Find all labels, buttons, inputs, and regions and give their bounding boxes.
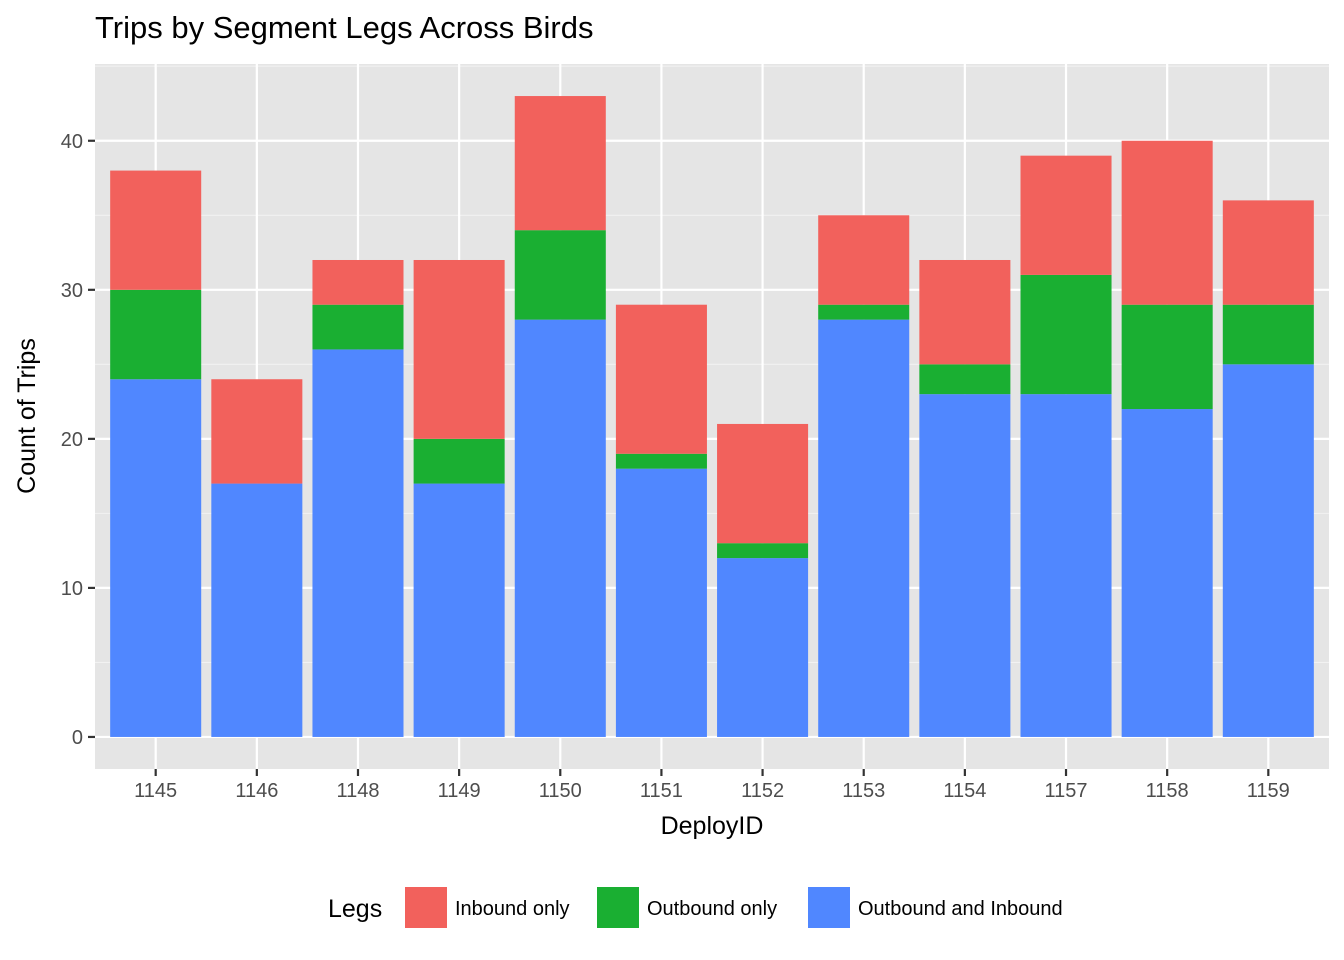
y-tick-label: 40 [61, 131, 83, 153]
bar-stack-1152 [717, 423, 809, 737]
bar-segment-outbound-only [615, 453, 707, 469]
x-tick-label: 1151 [640, 780, 683, 802]
bar-segment-outbound-and-inbound [919, 394, 1011, 737]
bar-segment-outbound-and-inbound [615, 468, 707, 737]
legend-key [597, 887, 639, 928]
legend-label: Outbound and Inbound [858, 898, 1063, 920]
bar-segment-outbound-only [413, 438, 505, 484]
bar-stack-1149 [413, 259, 505, 737]
bar-stack-1153 [818, 215, 910, 737]
x-tick-label: 1154 [943, 780, 986, 802]
legend: Legs Inbound only Outbound only Outbound a… [328, 887, 1063, 928]
bar-segment-outbound-and-inbound [1020, 394, 1112, 737]
bar-segment-outbound-only [717, 543, 809, 559]
bar-stack-1158 [1121, 140, 1213, 737]
legend-item-outbound-and-inbound: Outbound and Inbound [808, 887, 1063, 928]
bar-stack-1154 [919, 259, 1011, 737]
x-tick-label: 1158 [1146, 780, 1189, 802]
x-axis: 1145 1146 1148 1149 1150 1151 1152 1153 1154 1157… [134, 769, 1290, 802]
legend-key [808, 887, 850, 928]
legend-key [405, 887, 447, 928]
bar-segment-outbound-only [110, 289, 202, 380]
x-tick-label: 1148 [336, 780, 379, 802]
bar-segment-outbound-only [919, 364, 1011, 395]
y-tick-label: 30 [61, 280, 83, 302]
x-tick-label: 1149 [438, 780, 481, 802]
y-axis: 0 10 20 30 40 [61, 131, 95, 749]
bar-segment-outbound-and-inbound [312, 349, 404, 737]
bar-segment-inbound-only [514, 96, 606, 231]
y-tick-label: 0 [72, 727, 83, 749]
bar-segment-outbound-only [1020, 274, 1112, 395]
y-tick-label: 20 [61, 429, 83, 451]
x-tick-label: 1150 [539, 780, 582, 802]
bar-segment-outbound-only [818, 304, 910, 320]
bar-segment-inbound-only [818, 215, 910, 305]
bar-segment-inbound-only [1121, 140, 1213, 305]
x-tick-label: 1152 [741, 780, 784, 802]
legend-items: Inbound only Outbound only Outbound and In… [405, 887, 1063, 928]
bar-stack-1145 [110, 170, 202, 737]
bar-segment-inbound-only [1222, 200, 1314, 305]
bar-segment-inbound-only [312, 259, 404, 305]
y-axis-title: Count of Trips [13, 338, 41, 494]
legend-label: Inbound only [455, 898, 570, 920]
bar-segment-outbound-only [312, 304, 404, 350]
bar-segment-outbound-and-inbound [717, 558, 809, 737]
legend-title: Legs [328, 895, 382, 923]
bar-segment-outbound-and-inbound [1222, 364, 1314, 737]
bar-stack-1146 [211, 379, 303, 737]
bar-segment-outbound-and-inbound [1121, 409, 1213, 737]
bar-segment-outbound-only [1222, 304, 1314, 365]
x-axis-title: DeployID [661, 812, 764, 840]
bar-stacks [110, 96, 1314, 737]
bar-segment-outbound-and-inbound [110, 379, 202, 737]
bar-segment-inbound-only [110, 170, 202, 290]
bar-segment-outbound-and-inbound [211, 483, 303, 737]
chart-title: Trips by Segment Legs Across Birds [95, 10, 594, 45]
bar-stack-1151 [615, 304, 707, 737]
bar-segment-inbound-only [919, 259, 1011, 365]
bar-segment-outbound-and-inbound [818, 319, 910, 737]
x-tick-label: 1157 [1045, 780, 1088, 802]
x-tick-label: 1153 [842, 780, 885, 802]
bar-segment-outbound-only [514, 230, 606, 320]
bar-segment-outbound-and-inbound [514, 319, 606, 737]
legend-item-inbound-only: Inbound only [405, 887, 570, 928]
x-tick-label: 1159 [1247, 780, 1290, 802]
bar-segment-inbound-only [1020, 155, 1112, 275]
x-tick-label: 1146 [235, 780, 278, 802]
legend-label: Outbound only [647, 898, 777, 920]
bar-segment-outbound-and-inbound [413, 483, 505, 737]
legend-item-outbound-only: Outbound only [597, 887, 777, 928]
x-tick-label: 1145 [134, 780, 177, 802]
bar-stack-1148 [312, 259, 404, 737]
bar-segment-inbound-only [413, 259, 505, 439]
bar-stack-1159 [1222, 200, 1314, 737]
bar-segment-inbound-only [615, 304, 707, 454]
bar-stack-1157 [1020, 155, 1112, 737]
bar-stack-1150 [514, 96, 606, 737]
bar-segment-inbound-only [717, 423, 809, 544]
y-tick-label: 10 [61, 578, 83, 600]
bar-segment-inbound-only [211, 379, 303, 484]
bar-segment-outbound-only [1121, 304, 1213, 410]
